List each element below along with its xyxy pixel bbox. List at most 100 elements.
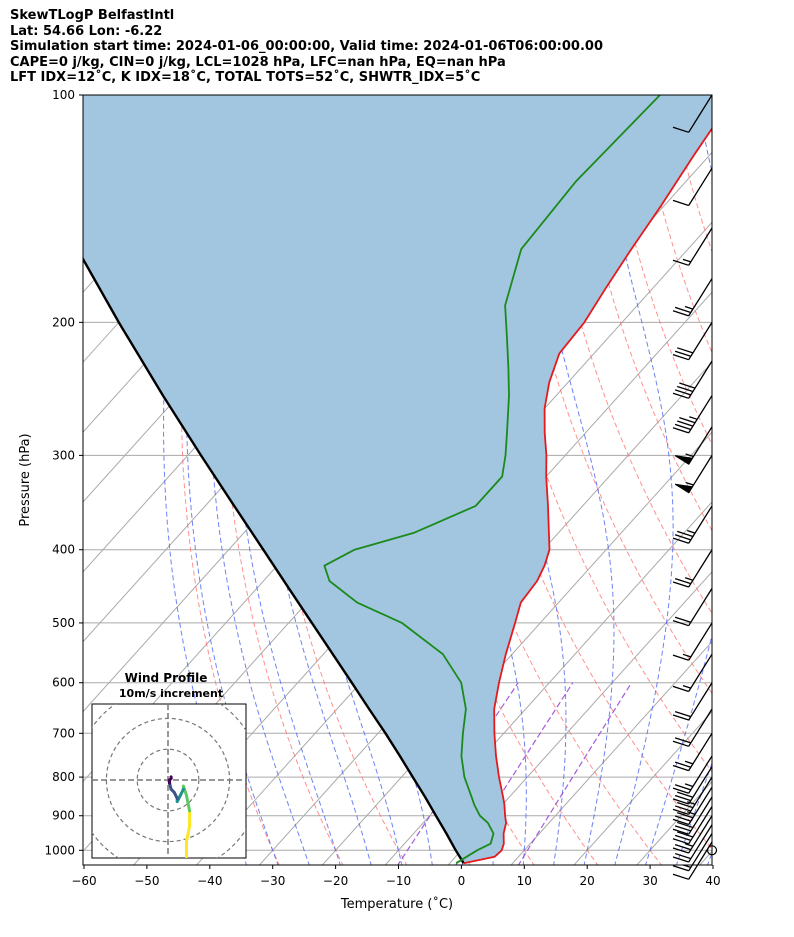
isotherm-line <box>384 501 712 865</box>
barb-half <box>684 577 694 581</box>
barb-half <box>686 801 696 805</box>
dry-adiabat <box>736 95 794 866</box>
barb-half <box>689 416 698 420</box>
barb-staff <box>688 732 713 771</box>
barb-full <box>672 619 689 627</box>
barb-staff <box>688 94 713 133</box>
barb-staff <box>688 395 713 434</box>
wind-barb <box>672 360 713 399</box>
barb-half <box>682 653 692 658</box>
barb-half <box>684 783 694 788</box>
moist-adiabat <box>706 851 712 865</box>
dewpoint-line <box>323 95 661 864</box>
barb-pennant <box>674 455 694 465</box>
wind-barb <box>672 395 713 434</box>
barb-staff <box>688 360 713 399</box>
barb-full <box>677 385 694 393</box>
barb-full <box>672 427 689 434</box>
stability-indices-1: CAPE=0 j/kg, CIN=0 j/kg, LCL=1028 hPa, L… <box>10 54 506 70</box>
barb-half <box>686 811 696 815</box>
moist-adiabat <box>597 95 674 865</box>
barb-half <box>684 843 694 847</box>
barb-full <box>674 852 692 860</box>
barb-full <box>679 416 696 424</box>
x-tick-label: 20 <box>580 874 595 888</box>
barb-full <box>672 685 689 693</box>
barb-half <box>684 760 694 765</box>
x-tick-label: 30 <box>642 874 657 888</box>
wind-barb <box>672 505 713 544</box>
y-tick-label: 300 <box>52 448 75 462</box>
barb-staff <box>688 322 713 361</box>
barb-full <box>674 815 692 822</box>
barb-staff <box>688 227 713 266</box>
barb-full <box>672 353 689 361</box>
barb-half <box>685 481 694 486</box>
isotherm-line <box>573 710 712 865</box>
simulation-time: Simulation start time: 2024-01-06_00:00:… <box>10 39 603 55</box>
barb-full <box>674 710 692 718</box>
wind-barb <box>672 94 713 133</box>
barb-full <box>672 865 689 872</box>
temperature-line <box>463 127 712 865</box>
barb-full <box>674 805 692 812</box>
barb-staff <box>688 549 713 588</box>
barb-staff <box>688 622 713 661</box>
barb-full <box>672 126 689 133</box>
barb-full <box>677 801 694 809</box>
barb-full <box>672 199 689 207</box>
y-tick-label: 1000 <box>44 843 75 857</box>
barb-full <box>672 838 689 845</box>
wind-barb <box>672 841 713 880</box>
mixing-ratio-line <box>517 682 633 865</box>
barb-half <box>685 453 694 458</box>
barb-full <box>672 581 689 588</box>
isotherm-line <box>258 361 712 865</box>
stability-indices-2: LFT IDX=12˚C, K IDX=18˚C, TOTAL TOTS=52˚… <box>10 70 481 86</box>
barb-full <box>672 537 689 544</box>
barb-full <box>674 737 692 744</box>
barb-staff <box>688 278 713 317</box>
dry-adiabat <box>222 95 344 865</box>
barb-full <box>672 714 689 721</box>
y-tick-label: 500 <box>52 616 75 630</box>
moist-adiabat <box>644 95 712 865</box>
station-title: SkewTLogP BelfastIntl <box>10 8 175 23</box>
barb-full <box>672 259 689 266</box>
barb-full <box>672 764 689 772</box>
barb-half <box>682 258 692 263</box>
y-axis: 100 200 300 400 500 600 700 800 900 1000 <box>44 88 83 857</box>
wind-barb <box>672 796 713 835</box>
x-tick-label: 10 <box>517 874 532 888</box>
wind-barb <box>672 815 713 854</box>
barb-staff <box>688 588 713 627</box>
barb-full <box>672 392 689 399</box>
x-tick-label: 0 <box>458 874 466 888</box>
hodograph-inset: Wind Profile 10m/s increment <box>91 671 247 859</box>
barb-full <box>672 828 689 835</box>
x-tick-label: −10 <box>386 874 411 888</box>
barb-full <box>679 382 696 389</box>
wind-barb <box>672 653 713 693</box>
barb-full <box>674 350 692 357</box>
barb-full <box>674 423 692 431</box>
barb-staff <box>688 682 713 721</box>
barb-half <box>682 684 692 689</box>
barb-full <box>674 534 692 541</box>
barb-staff <box>688 653 713 692</box>
wind-barb <box>672 824 713 863</box>
barb-full <box>674 784 692 791</box>
y-tick-label: 800 <box>52 770 75 784</box>
barb-staff <box>688 708 713 747</box>
isotherm-line <box>447 571 712 865</box>
barb-staff <box>688 833 713 872</box>
barb-full <box>674 389 692 396</box>
wind-barb <box>672 786 713 826</box>
x-tick-label: −30 <box>260 874 285 888</box>
x-tick-label: −40 <box>197 874 222 888</box>
plot-frame <box>82 94 713 866</box>
y-tick-label: 100 <box>52 88 75 102</box>
dry-adiabat <box>637 95 712 354</box>
barb-full <box>677 831 694 838</box>
chart-header: SkewTLogP BelfastIntl Lat: 54.66 Lon: -6… <box>10 8 603 86</box>
